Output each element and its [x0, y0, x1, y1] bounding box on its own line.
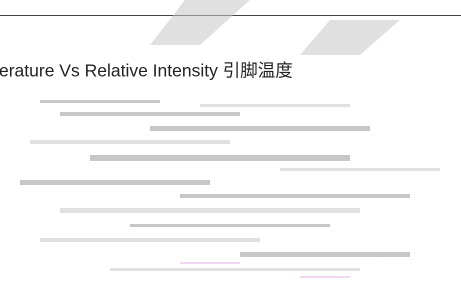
streak — [300, 276, 350, 278]
streak — [40, 238, 260, 242]
streak — [200, 104, 350, 107]
screenshot: erature Vs Relative Intensity 引脚温度 — [0, 0, 461, 293]
streak — [40, 100, 160, 103]
streak — [60, 208, 360, 213]
streak — [300, 20, 400, 55]
streak — [180, 262, 240, 264]
streak — [150, 126, 370, 131]
page: erature Vs Relative Intensity 引脚温度 (() =… — [0, 0, 461, 293]
streak — [110, 268, 360, 271]
streak — [130, 224, 330, 227]
streak — [280, 168, 440, 171]
streak — [150, 0, 250, 45]
glitch-streaks — [20, 0, 440, 278]
streak — [20, 180, 210, 185]
streak — [60, 112, 240, 116]
streak — [180, 194, 410, 198]
streak — [30, 140, 230, 144]
title: erature Vs Relative Intensity 引脚温度 — [0, 61, 293, 81]
streak — [90, 155, 350, 161]
streak — [240, 252, 410, 257]
